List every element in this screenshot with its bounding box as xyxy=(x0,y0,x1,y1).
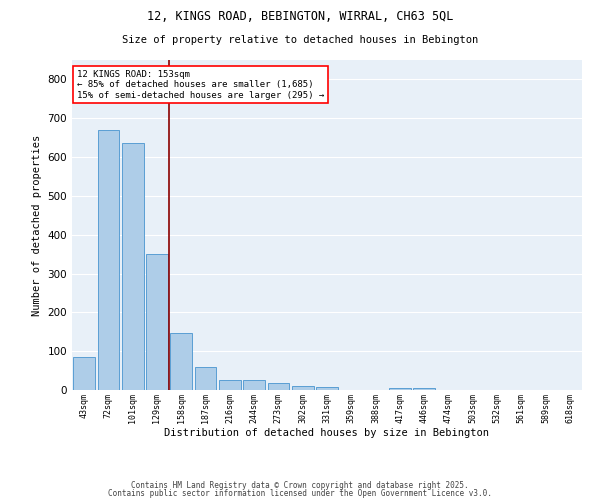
X-axis label: Distribution of detached houses by size in Bebington: Distribution of detached houses by size … xyxy=(164,428,490,438)
Text: Size of property relative to detached houses in Bebington: Size of property relative to detached ho… xyxy=(122,35,478,45)
Bar xyxy=(268,384,289,390)
Bar xyxy=(219,380,241,390)
Bar xyxy=(413,388,435,390)
Y-axis label: Number of detached properties: Number of detached properties xyxy=(32,134,42,316)
Bar xyxy=(194,366,217,390)
Text: Contains HM Land Registry data © Crown copyright and database right 2025.: Contains HM Land Registry data © Crown c… xyxy=(131,481,469,490)
Bar xyxy=(170,332,192,390)
Bar xyxy=(389,388,411,390)
Bar xyxy=(122,144,143,390)
Bar xyxy=(292,386,314,390)
Bar xyxy=(73,357,95,390)
Text: 12, KINGS ROAD, BEBINGTON, WIRRAL, CH63 5QL: 12, KINGS ROAD, BEBINGTON, WIRRAL, CH63 … xyxy=(147,10,453,23)
Bar xyxy=(243,380,265,390)
Bar xyxy=(97,130,119,390)
Text: 12 KINGS ROAD: 153sqm
← 85% of detached houses are smaller (1,685)
15% of semi-d: 12 KINGS ROAD: 153sqm ← 85% of detached … xyxy=(77,70,325,100)
Bar xyxy=(316,388,338,390)
Text: Contains public sector information licensed under the Open Government Licence v3: Contains public sector information licen… xyxy=(108,488,492,498)
Bar xyxy=(146,254,168,390)
